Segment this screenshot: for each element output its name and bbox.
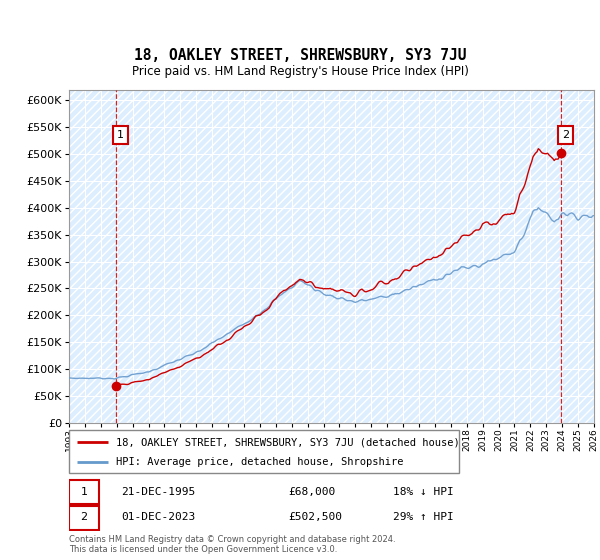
Text: 21-DEC-1995: 21-DEC-1995	[121, 487, 196, 497]
Text: 1: 1	[80, 487, 88, 497]
FancyBboxPatch shape	[69, 480, 99, 504]
Text: £68,000: £68,000	[288, 487, 335, 497]
Text: Contains HM Land Registry data © Crown copyright and database right 2024.
This d: Contains HM Land Registry data © Crown c…	[69, 535, 395, 554]
Text: 2: 2	[80, 512, 88, 522]
Text: 18, OAKLEY STREET, SHREWSBURY, SY3 7JU (detached house): 18, OAKLEY STREET, SHREWSBURY, SY3 7JU (…	[116, 437, 460, 447]
Text: 01-DEC-2023: 01-DEC-2023	[121, 512, 196, 522]
Text: 1: 1	[117, 130, 124, 141]
FancyBboxPatch shape	[69, 430, 459, 473]
Text: HPI: Average price, detached house, Shropshire: HPI: Average price, detached house, Shro…	[116, 458, 403, 468]
Text: Price paid vs. HM Land Registry's House Price Index (HPI): Price paid vs. HM Land Registry's House …	[131, 65, 469, 78]
Text: 29% ↑ HPI: 29% ↑ HPI	[392, 512, 454, 522]
Text: 18, OAKLEY STREET, SHREWSBURY, SY3 7JU: 18, OAKLEY STREET, SHREWSBURY, SY3 7JU	[134, 49, 466, 63]
Text: £502,500: £502,500	[288, 512, 342, 522]
Text: 2: 2	[562, 130, 569, 141]
Text: 18% ↓ HPI: 18% ↓ HPI	[392, 487, 454, 497]
FancyBboxPatch shape	[69, 506, 99, 530]
